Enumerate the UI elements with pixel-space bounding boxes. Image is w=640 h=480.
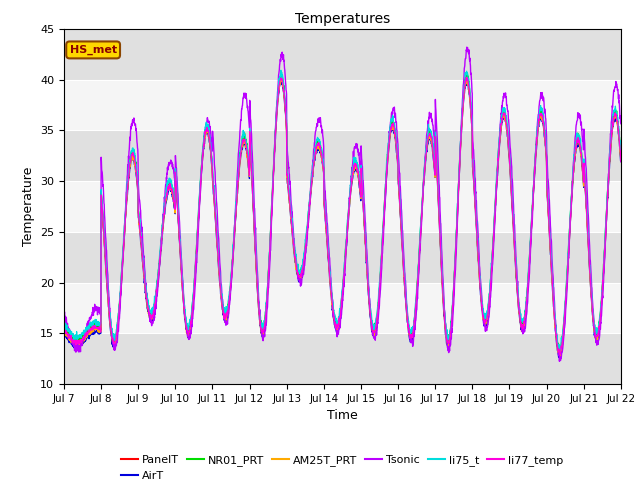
AirT [277,78,285,84]
li75_t [359,186,367,192]
NR01_PRT [60,323,68,328]
li75_t [371,323,379,329]
Bar [64,333,621,384]
Tsonic [617,121,625,127]
Tsonic [504,116,512,122]
Y-axis label: Temperature: Temperature [22,167,35,246]
AirT [555,355,563,360]
Tsonic [60,311,68,316]
NR01_PRT [556,348,563,354]
li77_temp [584,227,591,232]
NR01_PRT [216,265,223,271]
X-axis label: Time: Time [327,409,358,422]
PanelT [277,73,285,79]
AM25T_PRT [359,194,367,200]
Tsonic [463,44,470,50]
Tsonic [358,164,366,169]
NR01_PRT [617,155,625,161]
PanelT [584,226,591,231]
Tsonic [371,334,378,340]
li75_t [584,220,591,226]
Text: HS_met: HS_met [70,45,116,55]
Tsonic [556,359,563,364]
li77_temp [556,352,564,358]
li77_temp [216,270,223,276]
AirT [216,273,223,279]
AM25T_PRT [371,330,379,336]
PanelT [359,192,367,197]
Line: AM25T_PRT: AM25T_PRT [64,79,621,356]
Line: li75_t: li75_t [64,70,621,350]
li75_t [277,67,285,73]
Tsonic [568,181,576,187]
AM25T_PRT [60,331,68,336]
AirT [568,194,576,200]
Line: PanelT: PanelT [64,76,621,352]
li75_t [216,265,223,271]
Bar [64,29,621,80]
Line: NR01_PRT: NR01_PRT [64,72,621,351]
AM25T_PRT [584,228,591,234]
li75_t [568,186,576,192]
PanelT [617,157,625,163]
PanelT [568,185,576,191]
AirT [371,332,379,338]
Bar [64,232,621,283]
li77_temp [463,74,470,80]
Line: AirT: AirT [64,81,621,358]
PanelT [216,269,223,275]
NR01_PRT [278,70,285,75]
AirT [359,194,367,200]
li77_temp [60,326,68,332]
li75_t [617,156,625,162]
Legend: PanelT, AirT, NR01_PRT, AM25T_PRT, Tsonic, li75_t, li77_temp: PanelT, AirT, NR01_PRT, AM25T_PRT, Tsoni… [116,451,568,480]
Line: Tsonic: Tsonic [64,47,621,361]
AM25T_PRT [568,190,576,195]
li77_temp [358,185,366,191]
li75_t [60,324,68,330]
AM25T_PRT [216,272,223,278]
PanelT [504,137,512,143]
li77_temp [504,140,512,145]
NR01_PRT [359,188,367,194]
NR01_PRT [371,324,379,330]
Tsonic [216,248,223,253]
li75_t [504,136,512,142]
AM25T_PRT [556,353,564,359]
li77_temp [371,330,378,336]
PanelT [556,349,563,355]
AM25T_PRT [617,156,625,162]
AM25T_PRT [504,143,512,148]
li75_t [557,347,564,353]
NR01_PRT [568,183,576,189]
AM25T_PRT [277,76,285,82]
Line: li77_temp: li77_temp [64,77,621,355]
NR01_PRT [584,223,591,229]
AirT [504,145,512,151]
Title: Temperatures: Temperatures [295,12,390,26]
PanelT [60,327,68,333]
AirT [584,230,591,236]
li77_temp [617,159,625,165]
AirT [617,159,625,165]
AirT [60,331,68,337]
Tsonic [584,199,591,204]
li77_temp [568,186,576,192]
NR01_PRT [504,139,512,144]
PanelT [371,327,379,333]
Bar [64,130,621,181]
